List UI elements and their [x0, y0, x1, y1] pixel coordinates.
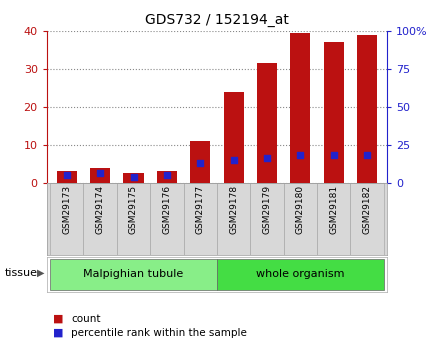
Bar [217, 259, 384, 290]
Bar [357, 35, 377, 183]
Text: GSM29176: GSM29176 [162, 185, 171, 234]
Text: tissue: tissue [4, 268, 37, 277]
Text: GSM29177: GSM29177 [196, 185, 205, 234]
Text: GSM29173: GSM29173 [62, 185, 71, 234]
Text: GSM29180: GSM29180 [296, 185, 305, 234]
Bar [291, 33, 311, 183]
Text: GSM29178: GSM29178 [229, 185, 238, 234]
Text: GSM29181: GSM29181 [329, 185, 338, 234]
Bar [250, 183, 284, 255]
Text: Malpighian tubule: Malpighian tubule [83, 269, 184, 279]
Text: GSM29179: GSM29179 [263, 185, 271, 234]
Bar [190, 141, 210, 183]
Text: GSM29174: GSM29174 [96, 185, 105, 234]
Text: ▶: ▶ [37, 268, 44, 277]
Bar [84, 183, 117, 255]
Bar [50, 183, 84, 255]
Bar [184, 183, 217, 255]
Bar [150, 183, 184, 255]
Point [163, 172, 170, 177]
Bar [284, 183, 317, 255]
Text: whole organism: whole organism [256, 269, 344, 279]
Point [97, 170, 104, 176]
Bar [90, 168, 110, 183]
Point [130, 174, 137, 179]
Bar [117, 183, 150, 255]
Bar [57, 171, 77, 183]
Bar [351, 183, 384, 255]
Bar [157, 171, 177, 183]
Text: GSM29175: GSM29175 [129, 185, 138, 234]
Bar [224, 92, 244, 183]
Point [197, 160, 204, 166]
Text: count: count [71, 314, 101, 324]
Text: GSM29182: GSM29182 [363, 185, 372, 234]
Text: ■: ■ [53, 314, 64, 324]
Point [263, 155, 271, 160]
Title: GDS732 / 152194_at: GDS732 / 152194_at [145, 13, 289, 27]
Point [330, 152, 337, 158]
Text: ■: ■ [53, 328, 64, 338]
Point [364, 152, 371, 158]
Bar [317, 183, 351, 255]
Point [297, 152, 304, 158]
Bar [124, 173, 143, 183]
Bar [50, 259, 217, 290]
Bar [257, 63, 277, 183]
Text: percentile rank within the sample: percentile rank within the sample [71, 328, 247, 338]
Bar [217, 183, 250, 255]
Point [63, 172, 70, 178]
Bar [324, 42, 344, 183]
Point [230, 157, 237, 163]
